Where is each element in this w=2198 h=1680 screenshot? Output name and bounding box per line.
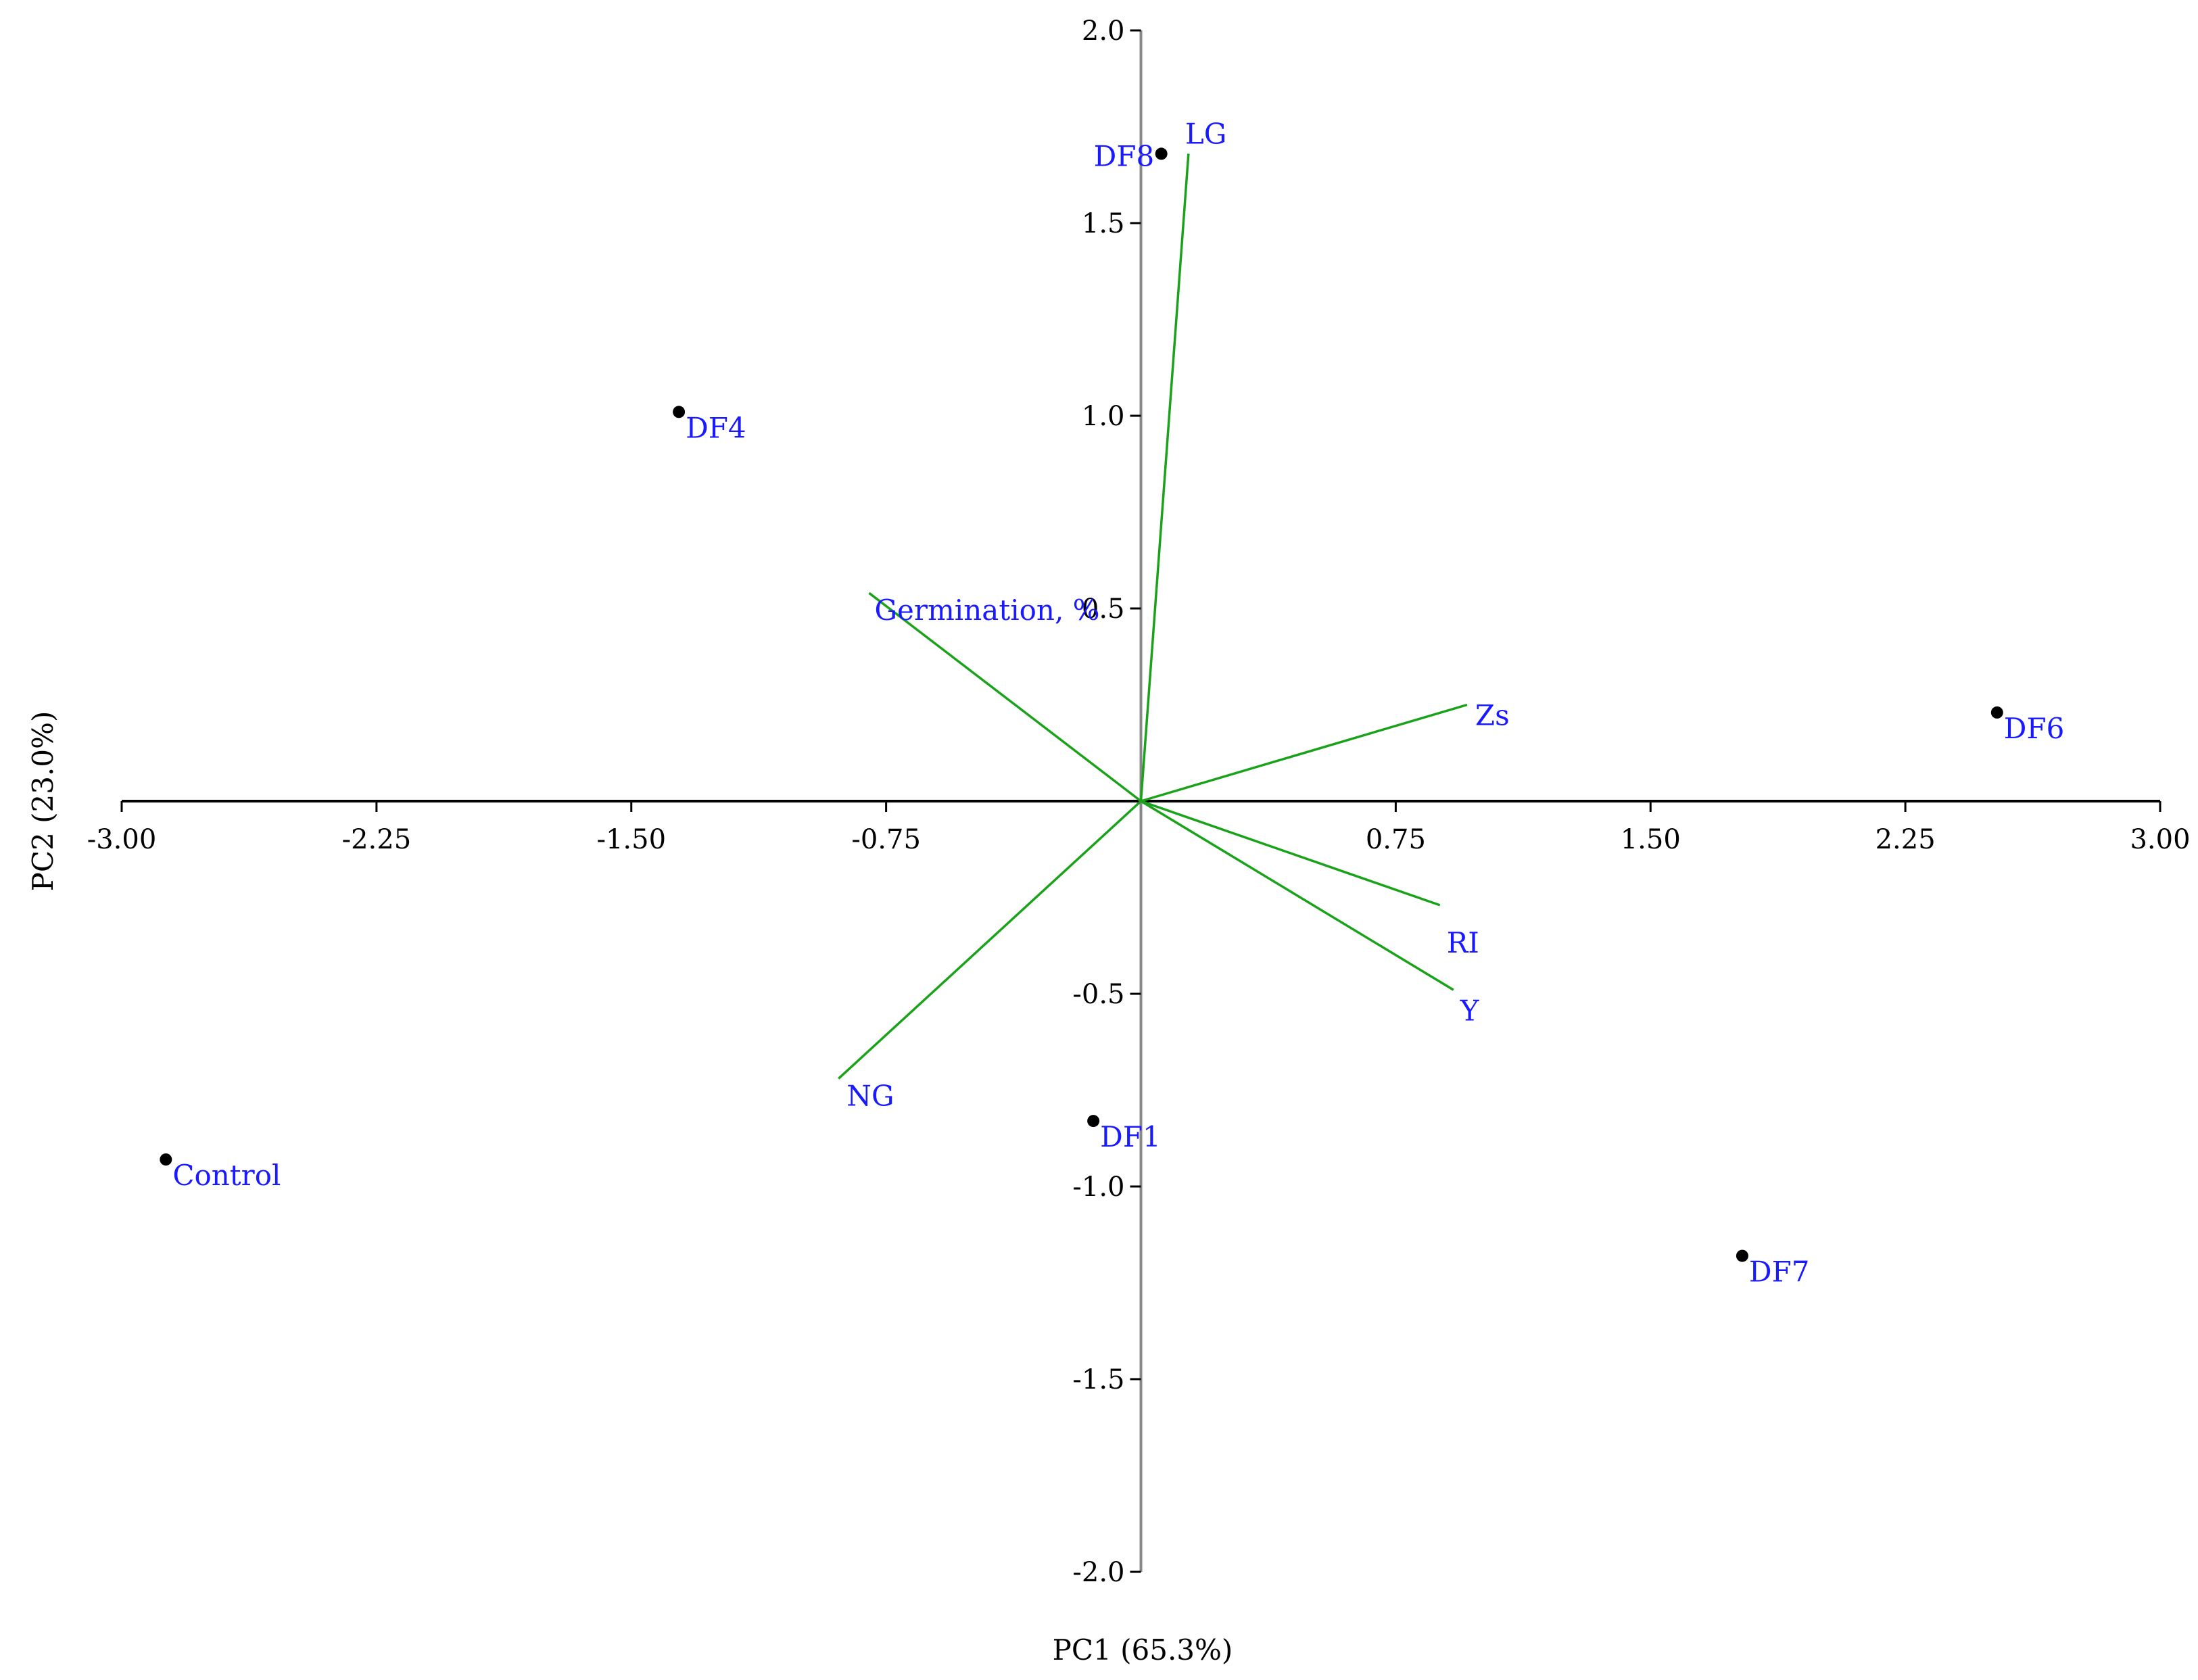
score-point	[160, 1153, 172, 1166]
y-axis-title: PC2 (23.0%)	[26, 711, 59, 892]
loading-vector	[1140, 800, 1441, 907]
point-label: DF7	[1749, 1255, 1810, 1289]
x-tick-label: -2.25	[342, 824, 412, 855]
loading-vector	[838, 800, 1142, 1080]
vector-label: Y	[1460, 994, 1480, 1027]
axes: -3.00 -2.25 -1.50 -0.75 0.75 1.50 2.25 3.00 2.0 1…	[87, 16, 2191, 1588]
score-point	[1155, 147, 1168, 160]
score-point	[1736, 1249, 1748, 1262]
y-tick-label: 1.5	[1082, 208, 1125, 239]
loading-vector	[1141, 703, 1468, 802]
point-label: DF4	[686, 411, 746, 444]
vector-label: RI	[1447, 926, 1479, 959]
x-axis-title: PC1 (65.3%)	[1053, 1633, 1233, 1666]
point-label: DF8	[1094, 139, 1155, 172]
point-label: DF1	[1100, 1120, 1161, 1153]
x-tick-label: 1.50	[1621, 824, 1681, 855]
y-tick-label: 0.5	[1082, 594, 1125, 625]
y-tick-label: -0.5	[1072, 979, 1124, 1010]
score-points: DF8 DF4 DF6 DF1 Control DF7	[160, 139, 2065, 1289]
loading-vector	[1140, 800, 1454, 991]
loading-vector	[868, 592, 1142, 802]
x-tick-label: -3.00	[87, 824, 157, 855]
y-tick-label: -1.0	[1072, 1172, 1124, 1203]
vector-label: LG	[1185, 117, 1226, 150]
x-tick-label: 0.75	[1366, 824, 1426, 855]
x-tick-label: -0.75	[851, 824, 921, 855]
score-point	[1990, 706, 2003, 719]
y-tick-label: -2.0	[1072, 1557, 1124, 1588]
point-label: DF6	[2004, 712, 2065, 745]
vector-label: Germination, %	[875, 594, 1100, 627]
y-tick-label: -1.5	[1072, 1364, 1124, 1395]
x-tick-label: 3.00	[2130, 824, 2190, 855]
y-tick-label: 1.0	[1082, 401, 1125, 432]
x-tick-label: -1.50	[596, 824, 666, 855]
y-tick-label: 2.0	[1082, 16, 1125, 47]
loading-vector	[1139, 153, 1190, 802]
x-tick-label: 2.25	[1876, 824, 1936, 855]
loading-vectors: LG Germination, % Zs RI Y NG	[838, 117, 1510, 1112]
vector-label: NG	[846, 1079, 894, 1112]
score-point	[673, 406, 686, 418]
score-point	[1087, 1115, 1100, 1128]
point-label: Control	[172, 1159, 281, 1192]
vector-label: Zs	[1475, 699, 1510, 732]
